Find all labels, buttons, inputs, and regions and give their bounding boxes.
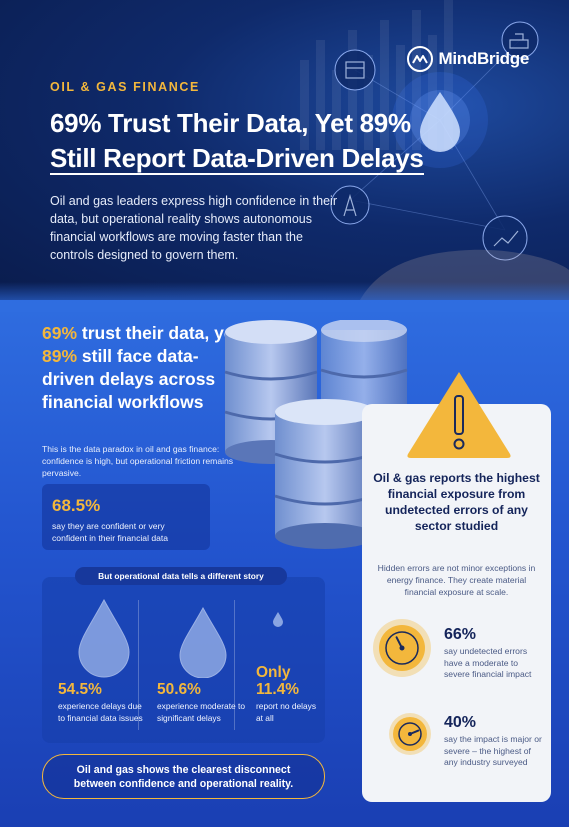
brand-logo[interactable]: MindBridge	[406, 46, 530, 72]
gauge-icon	[373, 619, 431, 677]
operations-stat-prefix: Only	[256, 664, 291, 681]
brand-name: MindBridge	[438, 49, 530, 68]
operations-stat: Only 11.4% report no delays at all	[256, 590, 322, 724]
hero-section: MindBridge OIL & GAS FINANCE 69% Trust T…	[0, 0, 569, 300]
operations-divider	[138, 600, 139, 730]
warning-triangle-icon	[407, 372, 511, 458]
exposure-stat-value: 66%	[444, 626, 477, 643]
operations-stat-value: 11.4%	[256, 681, 300, 698]
hero-lede: Oil and gas leaders express high confide…	[50, 194, 337, 262]
operations-stat: 50.6% experience moderate to significant…	[157, 590, 249, 724]
mindbridge-logo-icon	[406, 46, 433, 72]
operations-stat-label: experience delays due to financial data …	[58, 701, 143, 723]
page-title-line1: 69% Trust Their Data, Yet 89%	[50, 108, 411, 138]
trust-mid: trust their data, yet	[77, 323, 240, 343]
page-title-line2: Still Report Data-Driven Delays	[50, 143, 424, 175]
operations-divider	[234, 600, 235, 730]
exposure-stat: 40% say the impact is major or severe – …	[444, 714, 544, 769]
disconnect-callout: Oil and gas shows the clearest disconnec…	[42, 754, 325, 799]
delay-pct: 89%	[42, 346, 78, 366]
exposure-stat: 66% say undetected errors have a moderat…	[444, 626, 544, 681]
confidence-value: 68.5%	[52, 496, 101, 515]
drop-icon	[58, 590, 150, 678]
operations-stat-label: experience moderate to significant delay…	[157, 701, 245, 723]
trust-end: still face data-driven delays across fin…	[42, 346, 216, 412]
oil-barrels-illustration	[224, 320, 408, 549]
confidence-stat-card: 68.5% say they are confident or very con…	[42, 484, 210, 550]
drop-icon	[157, 590, 249, 678]
operations-pill: But operational data tells a different s…	[75, 567, 287, 585]
operations-stat-value: 50.6%	[157, 681, 201, 698]
confidence-label: say they are confident or very confident…	[52, 521, 169, 543]
page-title: 69% Trust Their Data, Yet 89% Still Repo…	[50, 106, 510, 176]
operations-stat: 54.5% experience delays due to financial…	[58, 590, 150, 724]
trust-pct: 69%	[42, 323, 78, 343]
exposure-stat-label: say the impact is major or severe – the …	[444, 734, 542, 767]
operations-stat-label: report no delays at all	[256, 701, 317, 723]
exposure-headline: Oil & gas reports the highest financial …	[373, 471, 540, 533]
eyebrow-label: OIL & GAS FINANCE	[50, 80, 200, 94]
trust-headline: 69% trust their data, yet 89% still face…	[42, 322, 242, 414]
exposure-subtext: Hidden errors are not minor exceptions i…	[377, 563, 536, 597]
paradox-text: This is the data paradox in oil and gas …	[42, 444, 234, 478]
drop-icon	[256, 590, 322, 648]
gauge-icon	[389, 713, 431, 755]
operations-stat-value: 54.5%	[58, 681, 102, 698]
exposure-stat-label: say undetected errors have a moderate to…	[444, 646, 532, 679]
exposure-stat-value: 40%	[444, 714, 477, 731]
